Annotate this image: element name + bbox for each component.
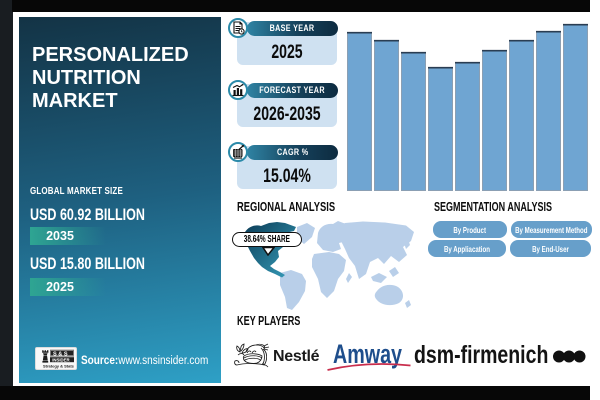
svg-text:INSIDER: INSIDER (52, 357, 70, 362)
svg-text:Strategy & Stats: Strategy & Stats (43, 364, 75, 369)
svg-text:S & S: S & S (53, 351, 68, 357)
